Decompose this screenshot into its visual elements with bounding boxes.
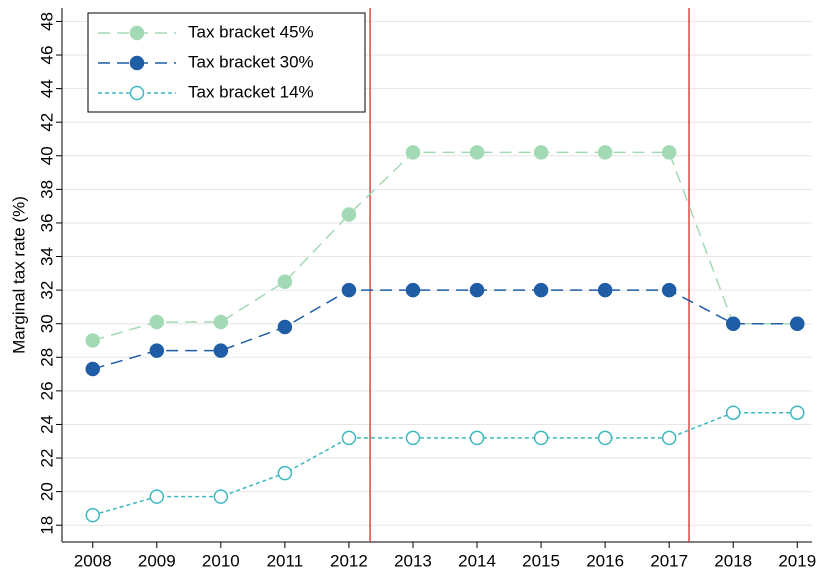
data-point	[469, 145, 485, 160]
data-point	[213, 314, 229, 330]
data-point	[790, 316, 805, 331]
data-point	[661, 430, 677, 446]
series-line	[92, 289, 798, 370]
x-tick-label: 2008	[74, 551, 112, 570]
y-tick-label: 24	[37, 415, 56, 434]
series-line	[92, 411, 798, 516]
data-point	[341, 430, 357, 446]
data-point	[85, 361, 100, 377]
data-point	[533, 430, 549, 446]
data-point	[469, 282, 485, 298]
x-tick-label: 2019	[778, 551, 816, 570]
x-tick-label: 2016	[586, 551, 624, 570]
series-line	[92, 151, 798, 342]
y-tick-label: 36	[37, 213, 56, 232]
data-point	[533, 282, 549, 298]
data-point	[341, 207, 357, 222]
legend-label: Tax bracket 45%	[188, 22, 314, 41]
y-tick-label: 38	[37, 180, 56, 199]
y-tick-label: 18	[37, 516, 56, 535]
data-point	[341, 282, 357, 298]
y-tick-label: 40	[37, 146, 56, 165]
y-tick-label: 46	[37, 46, 56, 65]
y-tick-label: 48	[37, 12, 56, 31]
legend-label: Tax bracket 14%	[188, 82, 314, 101]
y-tick-label: 26	[37, 381, 56, 400]
data-point	[149, 489, 165, 504]
x-tick-label: 2015	[522, 551, 560, 570]
data-point	[85, 507, 100, 523]
data-point	[661, 282, 677, 298]
legend-marker	[129, 85, 145, 101]
y-tick-label: 30	[37, 314, 56, 333]
data-point	[405, 282, 421, 298]
y-tick-label: 32	[37, 281, 56, 300]
x-tick-label: 2010	[202, 551, 240, 570]
data-point	[597, 430, 613, 446]
data-point	[725, 405, 741, 420]
legend-label: Tax bracket 30%	[188, 52, 314, 71]
data-point	[405, 430, 421, 446]
data-point	[149, 314, 165, 330]
x-tick-label: 2013	[394, 551, 432, 570]
y-axis-label: Marginal tax rate (%)	[9, 196, 28, 354]
data-point	[725, 316, 741, 331]
legend-marker	[129, 55, 145, 71]
y-tick-label: 42	[37, 113, 56, 132]
data-point	[661, 145, 677, 160]
x-tick-label: 2011	[267, 551, 304, 570]
y-tick-label: 28	[37, 348, 56, 367]
data-point	[213, 489, 229, 504]
data-point	[597, 145, 613, 160]
x-tick-label: 2018	[714, 551, 752, 570]
y-tick-label: 22	[37, 449, 56, 468]
y-tick-label: 34	[37, 247, 56, 266]
data-point	[277, 274, 293, 289]
data-point	[405, 145, 421, 160]
x-tick-label: 2009	[138, 551, 176, 570]
data-point	[597, 282, 613, 298]
data-point	[790, 405, 805, 420]
y-tick-label: 44	[37, 79, 56, 98]
data-point	[149, 343, 165, 358]
x-tick-label: 2014	[458, 551, 496, 570]
data-point	[469, 430, 485, 446]
legend-marker	[129, 25, 145, 41]
x-tick-label: 2012	[330, 551, 368, 570]
data-point	[213, 343, 229, 358]
data-point	[277, 465, 293, 481]
data-point	[533, 145, 549, 160]
data-point	[277, 319, 293, 335]
y-tick-label: 20	[37, 482, 56, 501]
x-tick-label: 2017	[650, 551, 688, 570]
data-point	[85, 333, 100, 348]
